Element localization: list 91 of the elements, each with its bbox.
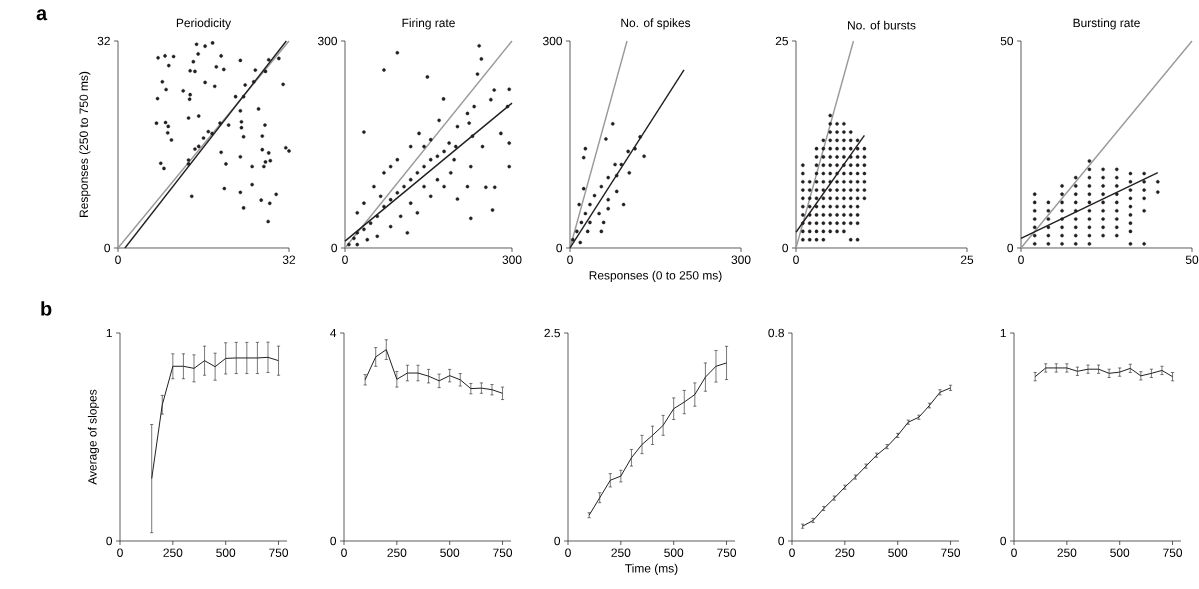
y-tick-label: 25 [775,36,788,46]
y-tick-label: 50 [1000,36,1014,46]
x-tick-label: 500 [440,548,460,557]
x-tick-label: 0 [117,548,123,557]
chart-title: No. of bursts [848,20,916,30]
x-tick-label: 25 [960,255,974,264]
y-tick-label: 0 [104,243,111,253]
point [581,186,586,191]
chart-title: Periodicity [176,18,232,30]
x-tick-label: 0 [567,255,573,264]
x-tick-label: 0 [342,255,348,264]
x-tick-label: 750 [941,548,961,557]
point [592,193,597,198]
point [588,220,592,225]
point [597,211,601,216]
point [642,154,646,159]
chart-title: Bursting rate [1073,18,1140,30]
point [614,173,619,178]
y-axis-title: Responses (250 to 750 ms) [79,71,91,217]
x-tick-label: 750 [269,548,289,557]
x-tick-label: 500 [888,548,908,557]
x-tick-label: 750 [1163,548,1183,557]
x-tick-label: 250 [611,548,631,557]
y-axis-title: Average of slopes [87,389,100,485]
x-tick-label: 0 [565,548,571,557]
x-tick-label: 750 [717,548,737,557]
y-tick-label: 2.5 [544,328,560,338]
x-tick-label: 250 [163,548,183,557]
point [599,229,604,234]
x-axis-title: Time (ms) [625,563,678,575]
text: b [41,301,52,316]
point [638,135,642,139]
point [575,229,579,234]
y-tick-label: 1 [106,328,112,338]
x-tick-label: 250 [835,548,855,557]
y-tick-label: 0 [330,536,337,546]
point [578,240,583,245]
y-tick-label: 0 [556,243,563,253]
x-tick-label: 500 [216,548,236,557]
point [613,162,617,167]
point [606,197,610,202]
x-axis-title: Responses (0 to 250 ms) [589,270,722,282]
y-tick-label: 4 [330,328,337,338]
point [606,175,610,180]
point [601,220,606,225]
y-tick-label: 0 [331,243,338,253]
x-tick-label: 750 [493,548,513,557]
y-tick-label: 32 [97,36,110,46]
y-tick-label: 300 [318,36,338,46]
x-tick-label: 250 [387,548,407,557]
x-tick-label: 0 [1018,255,1024,264]
point [585,229,590,234]
point [581,155,586,160]
x-tick-label: 500 [1110,548,1130,557]
point [583,146,588,151]
point [599,184,604,189]
chart-title: No. of spikes [621,18,691,30]
point [571,237,575,242]
y-tick-label: 300 [543,36,563,46]
x-tick-label: 500 [664,548,684,557]
text: a [36,9,48,21]
y-tick-label: 0 [1000,536,1007,546]
point [621,202,626,207]
x-tick-label: 0 [789,548,795,557]
point [627,170,632,175]
point [577,202,581,207]
point [619,162,624,167]
x-tick-label: 0 [793,255,799,264]
y-tick-label: 0 [554,536,561,546]
y-tick-label: 0 [778,536,785,546]
x-tick-label: 50 [1185,255,1199,264]
point [606,206,610,211]
point [588,202,592,207]
x-tick-label: 32 [282,255,296,264]
point [614,189,619,194]
x-tick-label: 0 [341,548,347,557]
point [633,146,637,151]
point [579,220,584,225]
x-tick-label: 0 [115,255,121,264]
y-tick-label: 0.8 [768,328,784,338]
x-tick-label: 300 [502,255,522,264]
y-tick-label: 0 [782,243,789,253]
y-tick-label: 0 [106,536,113,546]
point [626,149,630,154]
chart-title: Firing rate [402,18,455,30]
point [610,122,615,126]
x-tick-label: 300 [731,255,751,264]
point [583,211,588,216]
y-tick-label: 1 [1000,328,1006,338]
point [604,137,608,141]
x-tick-label: 250 [1057,548,1077,557]
